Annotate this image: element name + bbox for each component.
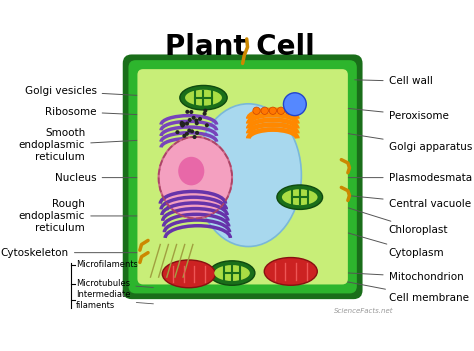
Ellipse shape <box>182 122 186 126</box>
Ellipse shape <box>277 107 285 114</box>
FancyBboxPatch shape <box>137 69 348 284</box>
Ellipse shape <box>181 124 184 128</box>
Ellipse shape <box>285 107 293 114</box>
Ellipse shape <box>261 107 268 114</box>
Text: Cell membrane: Cell membrane <box>346 282 469 303</box>
Ellipse shape <box>277 185 323 210</box>
Ellipse shape <box>185 132 189 136</box>
Text: Golgi apparatus: Golgi apparatus <box>319 129 472 152</box>
Text: Golgi vesicles: Golgi vesicles <box>25 86 176 98</box>
Ellipse shape <box>202 112 207 116</box>
Ellipse shape <box>185 110 190 114</box>
Ellipse shape <box>180 121 184 125</box>
Ellipse shape <box>189 110 193 114</box>
Ellipse shape <box>282 189 318 205</box>
Text: Peroxisome: Peroxisome <box>310 105 448 121</box>
Text: Ribosome: Ribosome <box>45 107 174 117</box>
Ellipse shape <box>214 265 250 281</box>
Ellipse shape <box>253 107 260 114</box>
Text: Smooth
endoplasmic
reticulum: Smooth endoplasmic reticulum <box>19 128 170 161</box>
FancyBboxPatch shape <box>128 60 357 293</box>
Ellipse shape <box>178 157 204 185</box>
Text: Rough
endoplasmic
reticulum: Rough endoplasmic reticulum <box>19 199 164 233</box>
Ellipse shape <box>185 90 222 106</box>
Ellipse shape <box>188 118 192 122</box>
Ellipse shape <box>185 121 189 126</box>
Ellipse shape <box>180 85 227 110</box>
Ellipse shape <box>187 128 191 133</box>
Text: Microtubules: Microtubules <box>76 279 154 288</box>
Text: Intermediate
filaments: Intermediate filaments <box>76 290 154 310</box>
Text: Plasmodesmata: Plasmodesmata <box>344 173 472 183</box>
Ellipse shape <box>203 108 207 113</box>
Ellipse shape <box>209 261 255 285</box>
Ellipse shape <box>191 116 196 120</box>
Ellipse shape <box>283 93 306 115</box>
Text: Central vacuole: Central vacuole <box>310 192 471 209</box>
Text: Mitochondrion: Mitochondrion <box>322 272 464 282</box>
Text: ScienceFacts.net: ScienceFacts.net <box>335 309 394 314</box>
Ellipse shape <box>194 118 199 122</box>
Ellipse shape <box>198 117 202 121</box>
Ellipse shape <box>195 104 301 246</box>
Ellipse shape <box>264 258 317 285</box>
Ellipse shape <box>190 129 194 133</box>
Text: Nucleus: Nucleus <box>55 173 157 183</box>
Ellipse shape <box>269 107 276 114</box>
Ellipse shape <box>159 137 232 218</box>
Ellipse shape <box>182 134 186 138</box>
Text: Cytoplasm: Cytoplasm <box>334 229 444 258</box>
Text: Plant Cell: Plant Cell <box>164 33 314 61</box>
Ellipse shape <box>180 122 183 126</box>
Ellipse shape <box>195 131 199 135</box>
Ellipse shape <box>205 123 209 127</box>
Ellipse shape <box>195 121 199 125</box>
Text: Chloroplast: Chloroplast <box>324 200 448 235</box>
Text: Cell wall: Cell wall <box>355 77 433 86</box>
Ellipse shape <box>175 130 180 134</box>
Text: Cytoskeleton: Cytoskeleton <box>1 248 152 258</box>
Ellipse shape <box>162 260 215 288</box>
Text: Microfilaments: Microfilaments <box>76 260 154 269</box>
FancyBboxPatch shape <box>123 54 363 299</box>
Ellipse shape <box>192 135 197 139</box>
